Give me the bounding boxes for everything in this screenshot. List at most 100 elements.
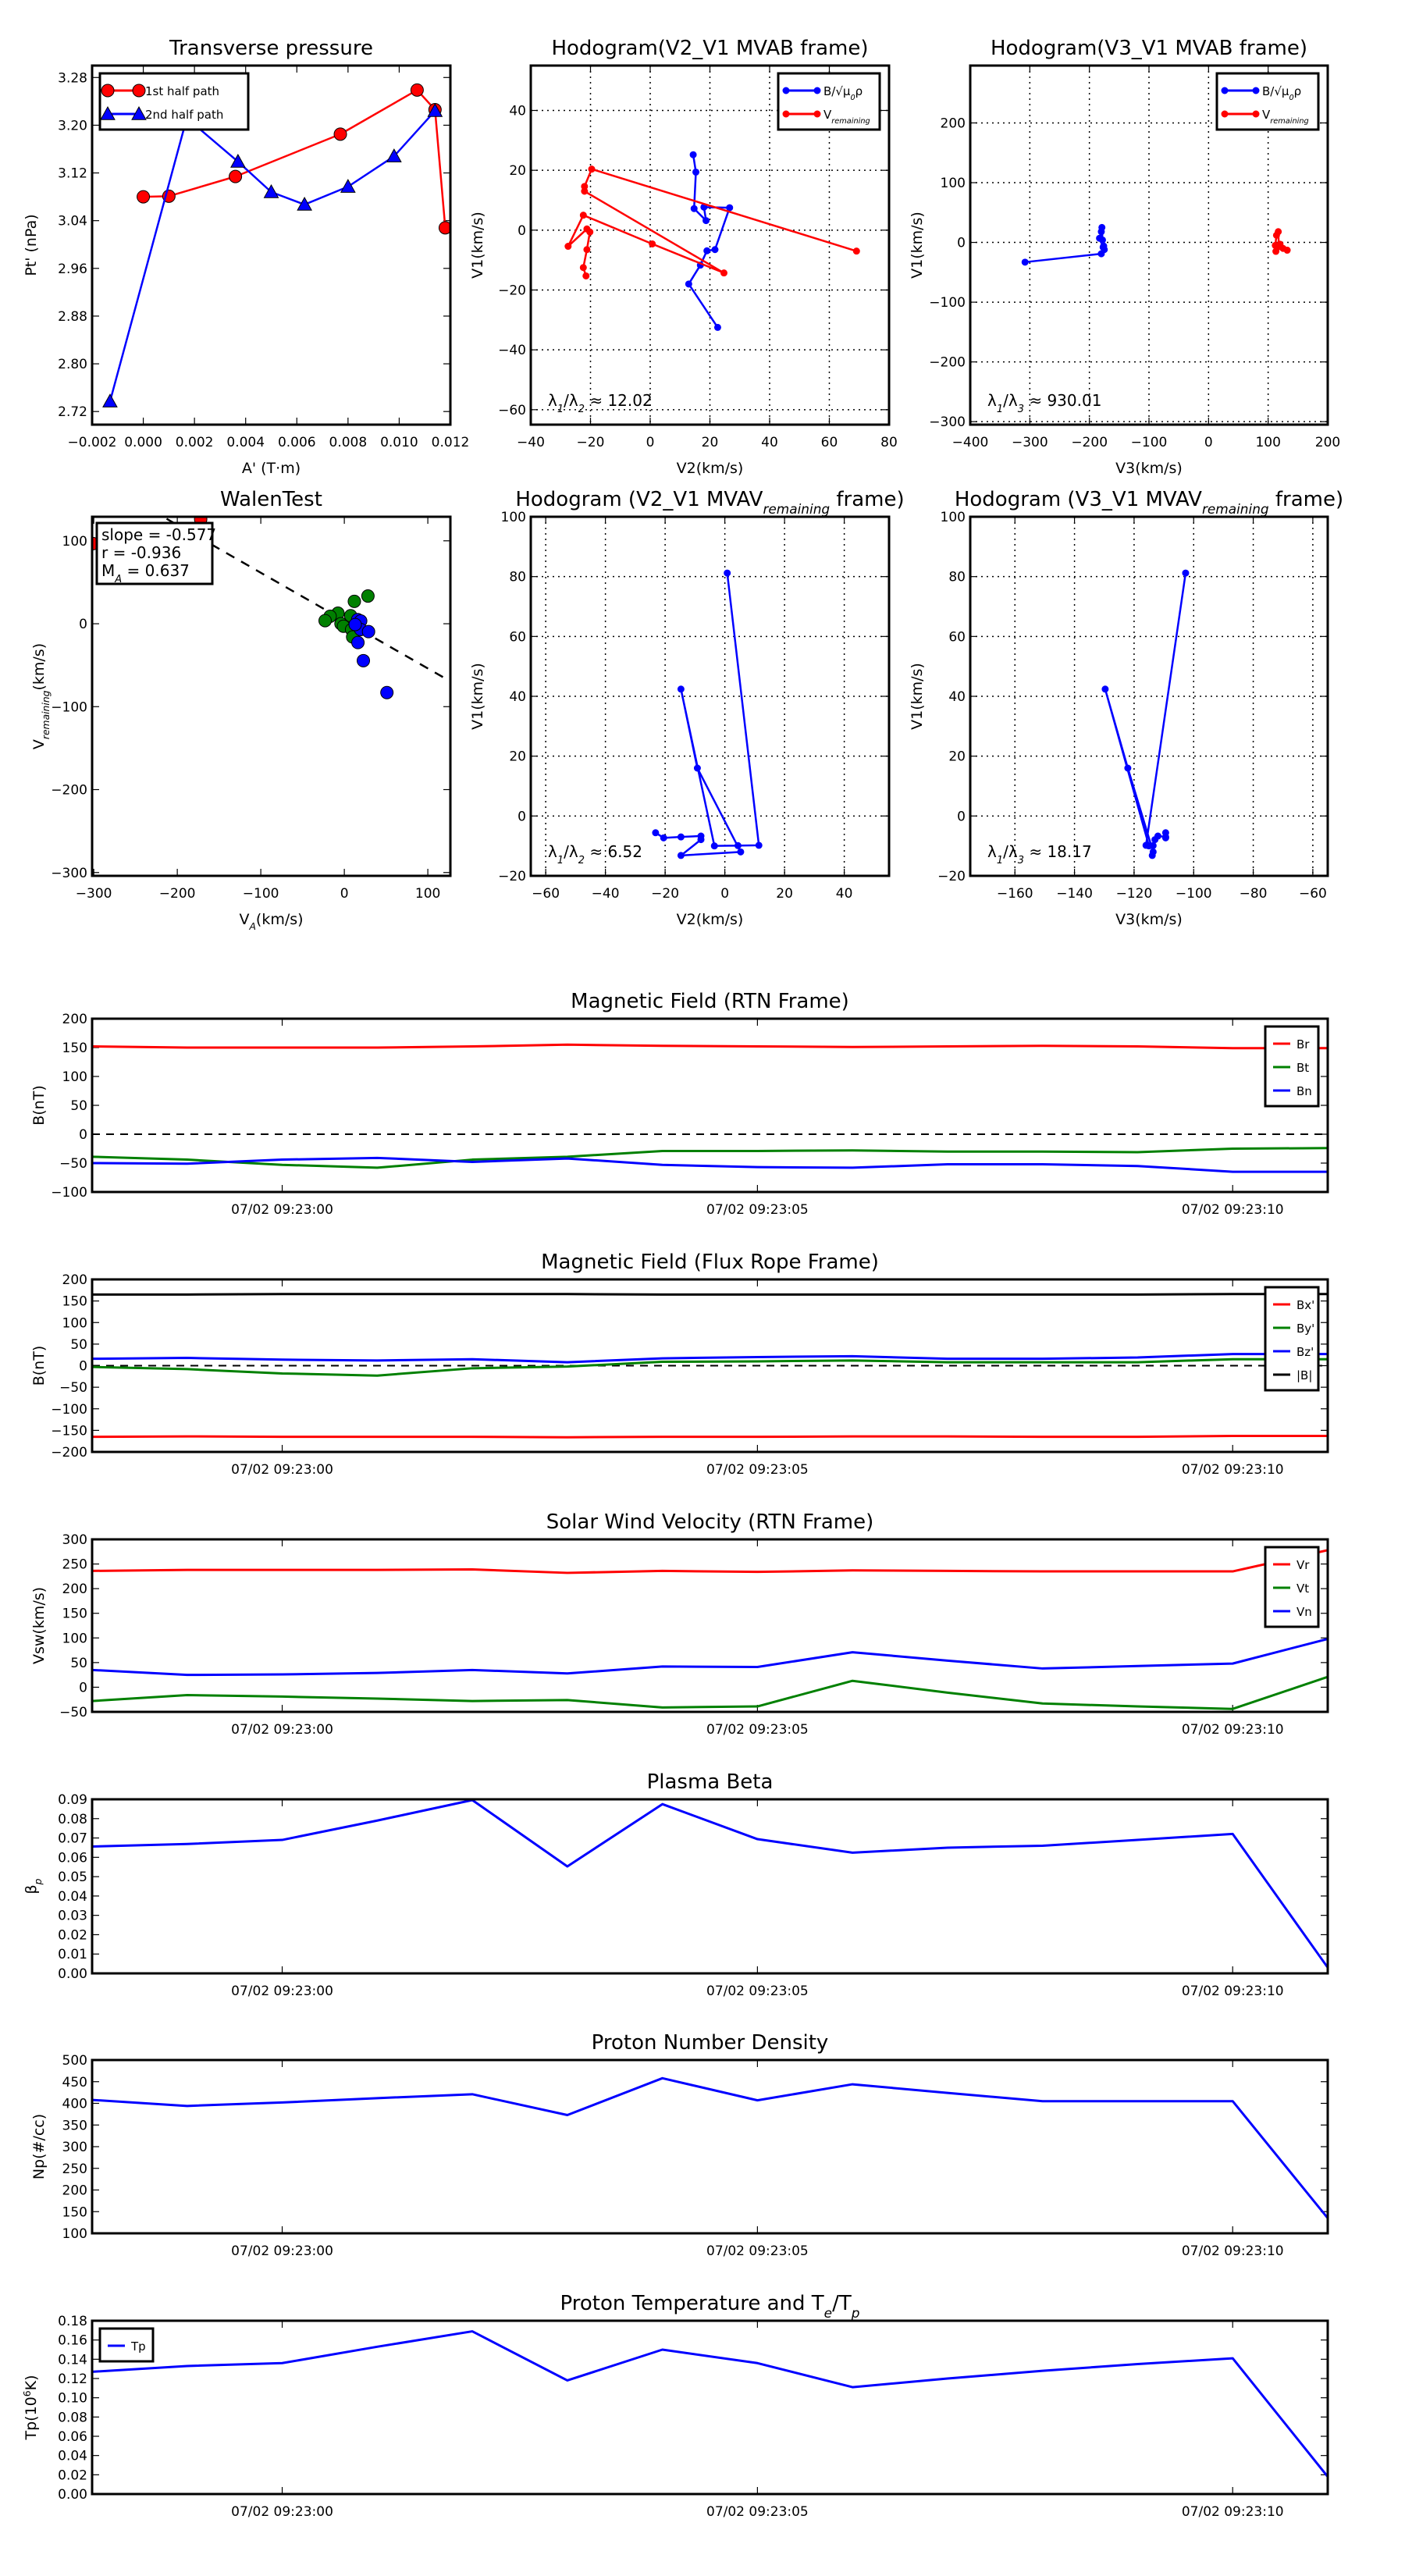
y-tick-label: 2.72 xyxy=(58,404,87,420)
chart-title: Hodogram (V3_V1 MVAVremaining frame) xyxy=(955,488,1343,517)
x-tick-label: 07/02 09:23:05 xyxy=(706,1722,809,1738)
x-tick-label: 0.002 xyxy=(176,435,214,450)
data-point xyxy=(1101,685,1109,693)
y-tick-label: 0.12 xyxy=(58,2371,87,2387)
y-tick-label: 80 xyxy=(509,570,526,585)
data-point xyxy=(410,83,424,97)
x-tick-label: 07/02 09:23:00 xyxy=(231,1462,333,1478)
data-point xyxy=(720,269,727,277)
data-point xyxy=(1283,247,1291,254)
x-tick-label: 0.010 xyxy=(380,435,418,450)
chart-title: Solar Wind Velocity (RTN Frame) xyxy=(546,1510,873,1534)
x-axis-label: V2(km/s) xyxy=(677,460,744,477)
data-point xyxy=(263,183,279,198)
x-tick-label: −100 xyxy=(1176,886,1212,902)
data-point xyxy=(692,168,700,176)
series-beta xyxy=(92,1799,1328,1969)
plot-area xyxy=(92,1799,1328,1969)
series-b xyxy=(1101,569,1190,859)
data-point xyxy=(581,183,589,190)
y-tick-label: 0 xyxy=(79,1680,87,1695)
chart-plasma-beta: Plasma Beta 07/02 09:23:00 07/02 09:23:05 0… xyxy=(23,1770,1329,1999)
chart-hodogram-v3-v1-mvab: Hodogram(V3_V1 MVAB frame) −400 −300 −200 −1… xyxy=(909,37,1340,477)
data-point xyxy=(102,393,118,407)
legend-label: Br xyxy=(1297,1037,1310,1051)
y-tick-label: 200 xyxy=(62,2183,87,2199)
y-tick-label: −20 xyxy=(498,283,526,299)
chart-title: Proton Number Density xyxy=(592,2031,829,2055)
data-point xyxy=(1098,223,1106,231)
data-point xyxy=(386,148,402,162)
data-point xyxy=(137,190,151,204)
x-tick-label: −40 xyxy=(592,886,620,902)
series-line xyxy=(92,1293,1328,1296)
chart-solar-wind-velocity: Solar Wind Velocity (RTN Frame) 07/02 09:… xyxy=(30,1510,1329,1738)
axes-frame xyxy=(91,2058,1329,2235)
data-point xyxy=(652,829,660,837)
chart-hodogram-v3-v1-mvav: Hodogram (V3_V1 MVAVremaining frame) −160… xyxy=(909,488,1343,928)
series-v-remaining- xyxy=(1272,228,1291,255)
chart-magnetic-field-rtn: Magnetic Field (RTN Frame) 07/02 09:23:00… xyxy=(30,990,1329,1218)
data-point xyxy=(1221,87,1229,94)
data-point xyxy=(318,614,333,628)
data-point xyxy=(333,127,347,141)
series-line xyxy=(92,1147,1328,1169)
data-point xyxy=(583,225,591,233)
data-point xyxy=(583,246,591,254)
y-tick-label: 100 xyxy=(501,510,526,525)
chart-title: Magnetic Field (Flux Rope Frame) xyxy=(541,1251,879,1274)
y-tick-label: 60 xyxy=(509,629,526,645)
x-tick-label: 07/02 09:23:05 xyxy=(706,1462,809,1478)
data-point xyxy=(1252,110,1260,118)
series-bx- xyxy=(92,1435,1328,1439)
y-tick-label: 0.04 xyxy=(58,2449,87,2464)
data-point xyxy=(755,841,763,849)
y-axis-label: V1(km/s) xyxy=(909,663,926,730)
y-tick-label: 0.16 xyxy=(58,2333,87,2349)
y-tick-label: −100 xyxy=(929,295,966,311)
x-tick-label: −200 xyxy=(1071,435,1108,450)
y-tick-label: 150 xyxy=(62,1606,87,1622)
series-line xyxy=(92,1357,1328,1377)
series-line xyxy=(92,1353,1328,1364)
legend-label: Bz' xyxy=(1297,1345,1314,1359)
chart-title: Hodogram (V2_V1 MVAVremaining frame) xyxy=(515,488,904,517)
plot-area xyxy=(564,151,860,331)
data-point xyxy=(582,272,590,279)
axes-frame xyxy=(91,1278,1329,1453)
y-tick-label: 500 xyxy=(62,2053,87,2069)
plot-area xyxy=(652,569,763,859)
data-point xyxy=(703,247,711,254)
axes-frame xyxy=(969,515,1329,877)
series-b-0- xyxy=(1021,223,1108,266)
x-tick-label: 0.004 xyxy=(226,435,265,450)
plot-area xyxy=(92,1293,1328,1439)
x-tick-label: −160 xyxy=(997,886,1033,902)
stats-line: r = -0.936 xyxy=(101,543,181,562)
y-tick-label: 100 xyxy=(941,510,966,525)
y-tick-label: 400 xyxy=(62,2097,87,2112)
legend: Bx' By' Bz' |B| xyxy=(1264,1286,1320,1392)
stats-frame xyxy=(95,521,214,585)
legend: B/√μ0ρ Vremaining xyxy=(1215,72,1320,131)
x-tick-label: 20 xyxy=(776,886,793,902)
series-bn xyxy=(92,1156,1328,1173)
y-tick-label: 20 xyxy=(509,749,526,765)
x-tick-label: 0.006 xyxy=(278,435,316,450)
legend: 1st half path 2nd half path xyxy=(98,72,250,131)
data-point xyxy=(1161,829,1169,837)
series-line xyxy=(92,1043,1328,1050)
y-tick-label: 100 xyxy=(62,1069,87,1085)
data-point xyxy=(685,280,692,288)
y-tick-label: 100 xyxy=(62,2226,87,2242)
data-point xyxy=(677,685,685,693)
y-tick-label: 0.03 xyxy=(58,1909,87,1924)
data-point xyxy=(1145,842,1153,850)
plot-area xyxy=(92,1043,1328,1173)
y-tick-label: −40 xyxy=(498,343,526,358)
x-tick-label: 07/02 09:23:00 xyxy=(231,2243,333,2259)
y-axis-label: βp xyxy=(23,1878,44,1894)
data-point xyxy=(702,217,710,225)
x-tick-label: 07/02 09:23:00 xyxy=(231,1984,333,1999)
